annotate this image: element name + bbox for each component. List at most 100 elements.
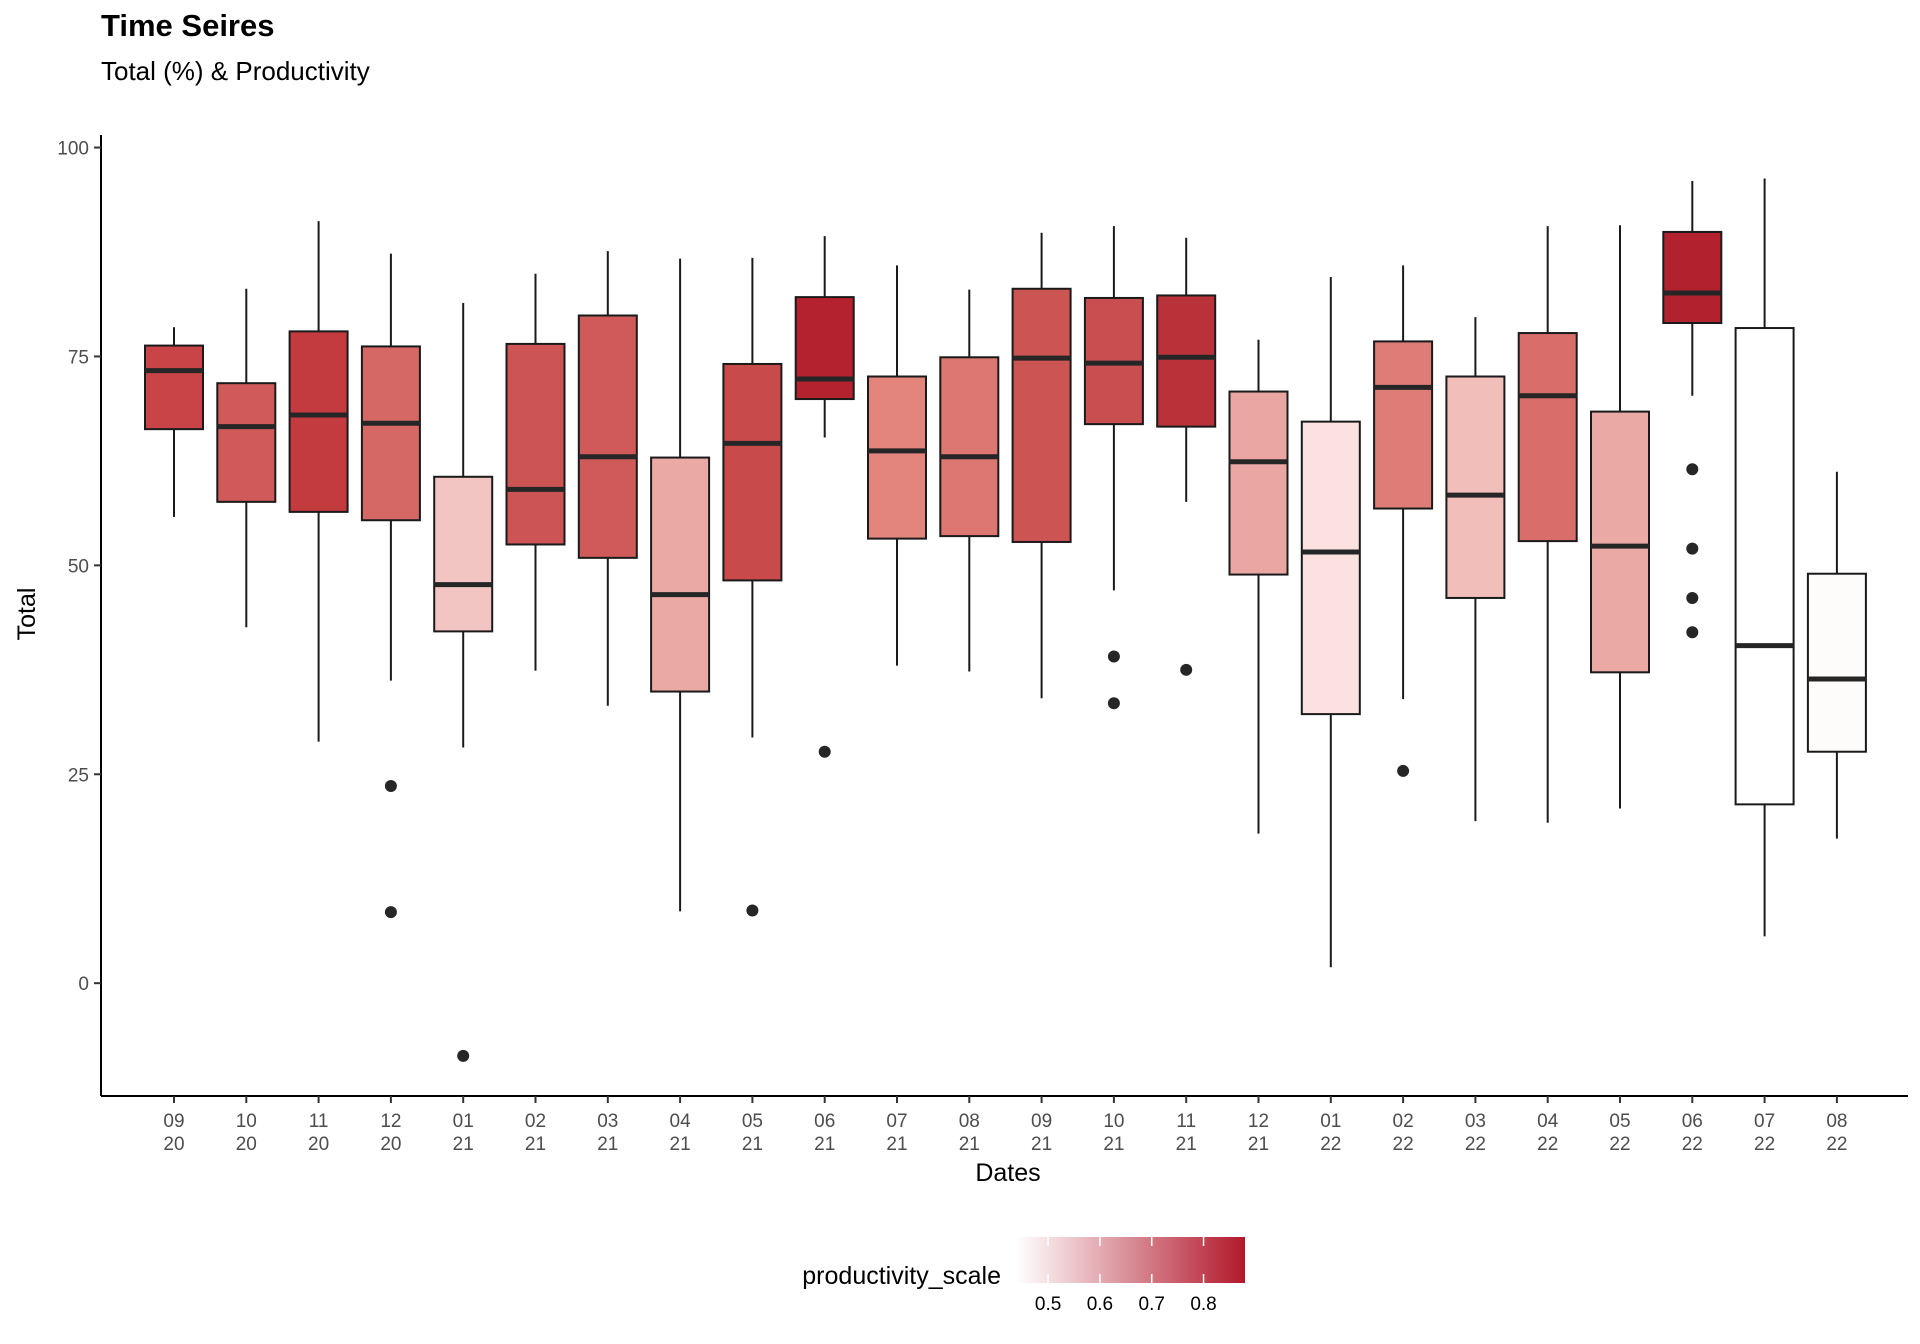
box-group <box>1445 317 1506 822</box>
y-tick-label: 50 <box>68 556 89 577</box>
x-axis-title: Dates <box>975 1159 1040 1187</box>
box-body <box>1156 294 1217 428</box>
y-tick-label: 100 <box>57 139 89 160</box>
x-tick-label-month: 05 <box>1609 1111 1630 1132</box>
x-tick-label-year: 21 <box>959 1134 980 1155</box>
box-body <box>1590 410 1650 674</box>
x-tick-label-year: 22 <box>1609 1134 1630 1155</box>
x-tick-label-year: 20 <box>236 1134 257 1155</box>
x-tick-label-month: 08 <box>959 1111 980 1132</box>
box-body <box>288 330 349 513</box>
x-tick-label-month: 06 <box>814 1111 835 1132</box>
box-group <box>722 257 783 917</box>
chart-subtitle: Total (%) & Productivity <box>101 56 370 86</box>
box-group <box>1373 265 1434 777</box>
box-body <box>650 456 711 693</box>
legend-ticks: 0.5 0.6 0.7 0.8 <box>1035 1237 1217 1315</box>
box-group <box>1734 178 1795 937</box>
box-body <box>360 345 421 522</box>
box-group <box>1590 225 1650 809</box>
box-body <box>722 362 783 582</box>
box-group <box>360 253 421 919</box>
y-tick-label: 25 <box>68 765 89 786</box>
box-group <box>1083 226 1144 710</box>
x-tick-label-year: 20 <box>308 1134 329 1155</box>
y-axis: 0 25 50 75 100 <box>57 135 102 1096</box>
x-tick-label-year: 21 <box>814 1134 835 1155</box>
box-body <box>939 356 1000 538</box>
x-tick-label-month: 06 <box>1682 1111 1703 1132</box>
outlier-point <box>1686 463 1699 476</box>
box-group <box>1662 180 1723 639</box>
box-body <box>216 382 277 503</box>
outlier-point <box>457 1049 470 1062</box>
box-group <box>1156 237 1217 676</box>
y-axis-title: Total <box>13 588 41 641</box>
x-tick-label-month: 04 <box>670 1111 692 1132</box>
x-tick-label-year: 21 <box>525 1134 546 1155</box>
box-group <box>505 273 566 671</box>
chart-title: Time Seires <box>101 8 275 43</box>
x-tick-label-month: 03 <box>1465 1111 1486 1132</box>
x-tick-label-year: 20 <box>380 1134 401 1155</box>
box-body <box>505 342 566 546</box>
legend-tick-label: 0.7 <box>1139 1294 1165 1315</box>
outlier-point <box>746 904 759 917</box>
x-tick-label-year: 22 <box>1465 1134 1486 1155</box>
box-group <box>1517 226 1578 823</box>
box-body <box>1445 375 1506 599</box>
box-body <box>577 314 638 559</box>
box-group <box>144 327 204 517</box>
x-tick-label-year: 22 <box>1393 1134 1414 1155</box>
box-body <box>1662 230 1723 325</box>
box-body <box>1228 390 1289 576</box>
outlier-point <box>1686 626 1699 639</box>
outlier-point <box>1107 697 1120 710</box>
legend-title: productivity_scale <box>802 1262 1001 1290</box>
box-group <box>1300 277 1361 968</box>
x-tick-label-month: 08 <box>1826 1111 1847 1132</box>
x-tick-label-year: 20 <box>163 1134 184 1155</box>
x-tick-label-month: 01 <box>453 1111 474 1132</box>
outlier-point <box>384 779 397 792</box>
box-group <box>1806 471 1867 839</box>
box-group <box>867 265 927 666</box>
box-group <box>1011 232 1072 699</box>
box-body <box>1517 332 1578 543</box>
x-tick-label-month: 04 <box>1537 1111 1559 1132</box>
box-group <box>433 302 494 1062</box>
outlier-point <box>1397 764 1410 777</box>
x-tick-label-year: 22 <box>1682 1134 1703 1155</box>
box-body <box>144 344 204 431</box>
outlier-point <box>1180 663 1193 676</box>
box-group <box>794 236 855 758</box>
boxes-layer <box>144 178 1867 1062</box>
legend-tick-label: 0.5 <box>1035 1294 1061 1315</box>
legend-tick-label: 0.6 <box>1087 1294 1113 1315</box>
x-tick-label-month: 07 <box>886 1111 907 1132</box>
outlier-point <box>1107 650 1120 663</box>
x-tick-label-year: 21 <box>1031 1134 1052 1155</box>
x-tick-label-year: 22 <box>1537 1134 1558 1155</box>
outlier-point <box>1686 542 1699 555</box>
color-legend: productivity_scale 0.5 0.6 0.7 0.8 <box>802 1237 1245 1315</box>
box-group <box>939 289 1000 672</box>
y-tick-label: 0 <box>78 974 89 995</box>
legend-tick-label: 0.8 <box>1190 1294 1216 1315</box>
x-tick-label-month: 07 <box>1754 1111 1775 1132</box>
x-tick-label-month: 03 <box>597 1111 618 1132</box>
x-tick-label-month: 11 <box>1176 1111 1196 1132</box>
x-tick-label-year: 22 <box>1826 1134 1847 1155</box>
x-tick-label-month: 10 <box>1103 1111 1124 1132</box>
box-body <box>1734 327 1795 806</box>
x-tick-label-year: 22 <box>1320 1134 1341 1155</box>
x-tick-label-month: 12 <box>380 1111 401 1132</box>
x-tick-label-month: 01 <box>1320 1111 1341 1132</box>
box-group <box>577 251 638 706</box>
x-axis: 0920102011201220012102210321042105210621… <box>101 1095 1908 1155</box>
x-tick-label-year: 22 <box>1754 1134 1775 1155</box>
x-tick-label-year: 21 <box>742 1134 763 1155</box>
box-group <box>650 258 711 912</box>
box-body <box>794 296 855 401</box>
